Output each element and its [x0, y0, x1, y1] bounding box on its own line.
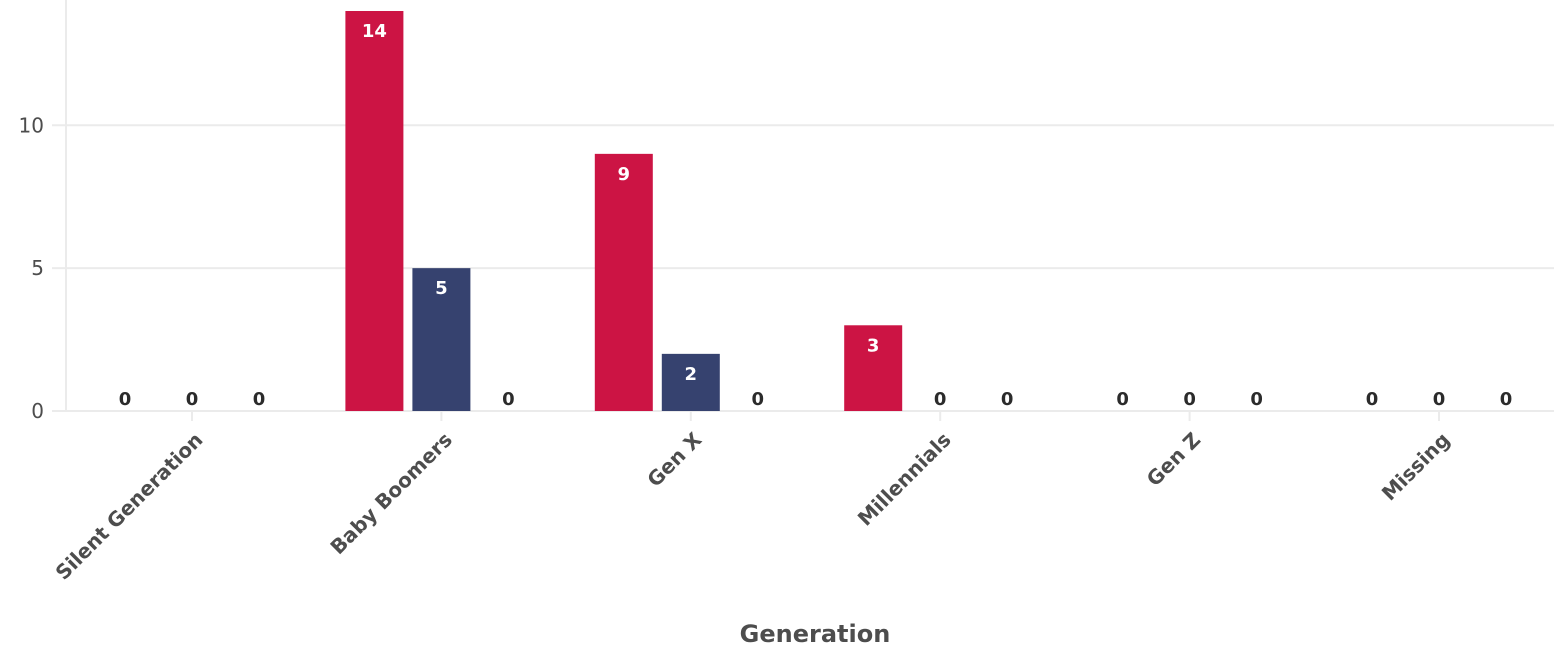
data-label: 0	[1500, 389, 1513, 410]
data-label: 2	[685, 364, 698, 385]
data-labels: 0 0 0 14 5 0 9 2 0 3 0 0 0 0 0 0 0 0	[119, 20, 1513, 411]
data-label: 0	[186, 389, 199, 410]
data-label: 0	[1183, 389, 1196, 410]
data-label: 14	[362, 21, 387, 42]
data-label: 0	[1433, 389, 1446, 410]
data-label: 0	[1116, 389, 1129, 410]
bar-gen-x-s1	[594, 153, 653, 411]
y-tick-label: 0	[31, 399, 44, 423]
data-label: 0	[119, 389, 132, 410]
x-tick-label: Silent Generation	[51, 428, 208, 585]
data-label: 0	[934, 389, 947, 410]
data-label: 0	[502, 389, 515, 410]
y-tick-label: 10	[19, 113, 44, 137]
x-tick-label: Millennials	[853, 428, 956, 531]
grid-lines	[52, 0, 1554, 421]
x-tick-label: Baby Boomers	[325, 428, 456, 559]
data-label: 9	[618, 164, 631, 185]
x-axis-ticks: Silent Generation Baby Boomers Gen X Millen…	[51, 427, 1455, 584]
x-tick-label: Gen X	[642, 427, 706, 491]
data-label: 0	[1250, 389, 1263, 410]
data-label: 3	[867, 335, 880, 356]
data-label: 5	[435, 278, 448, 299]
y-axis-ticks: 0 5 10	[19, 113, 44, 423]
y-tick-label: 5	[31, 256, 44, 280]
data-label: 0	[253, 389, 266, 410]
x-axis-title: Generation	[740, 620, 891, 647]
bar-baby-boomers-s1	[345, 11, 404, 411]
data-label: 0	[1366, 389, 1379, 410]
bars	[345, 11, 903, 411]
bar-gen-x-s2	[661, 353, 720, 411]
x-tick-label: Missing	[1377, 428, 1455, 506]
bar-baby-boomers-s2	[412, 268, 471, 411]
data-label: 0	[752, 389, 765, 410]
data-label: 0	[1001, 389, 1014, 410]
bar-millennials-s1	[844, 325, 903, 411]
x-tick-label: Gen Z	[1142, 428, 1205, 491]
